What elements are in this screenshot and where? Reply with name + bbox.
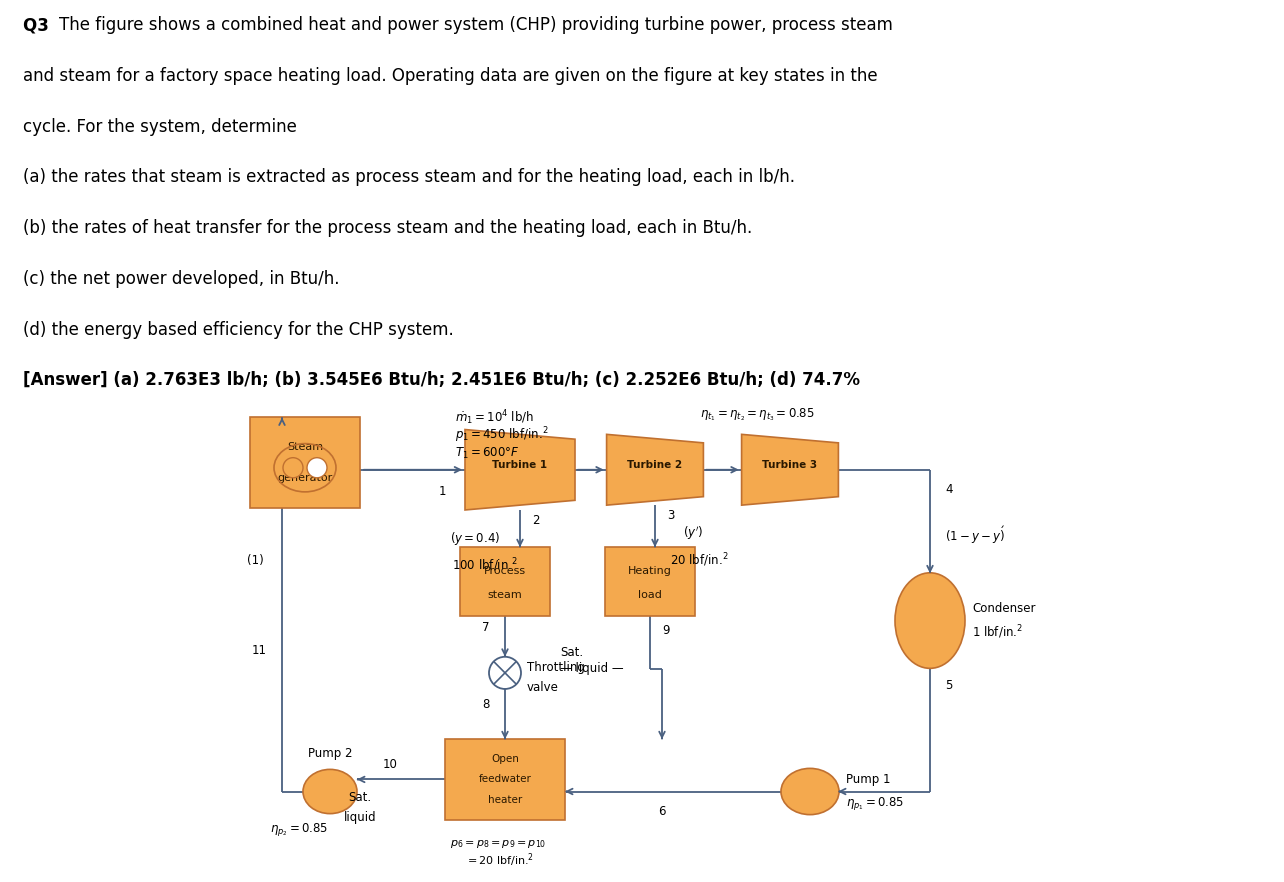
Text: 1: 1 [438,485,446,498]
Text: heater: heater [488,795,523,804]
Text: 6: 6 [659,805,665,818]
Text: $(y')$: $(y')$ [683,525,704,542]
Text: (d) the energy based efficiency for the CHP system.: (d) the energy based efficiency for the … [23,320,453,339]
Polygon shape [606,434,704,505]
Text: Steam: Steam [286,443,324,452]
Text: Sat.: Sat. [348,791,371,804]
Text: Turbine 2: Turbine 2 [628,460,683,470]
Ellipse shape [895,572,966,669]
Ellipse shape [781,768,838,815]
Bar [605,547,695,616]
Text: (a) the rates that steam is extracted as process steam and for the heating load,: (a) the rates that steam is extracted as… [23,168,795,186]
Text: Condenser: Condenser [972,602,1035,615]
Text: liquid: liquid [344,811,376,824]
Text: $p_6 = p_8 = p_9 = p_{10}$: $p_6 = p_8 = p_9 = p_{10}$ [449,838,546,849]
Text: $\eta_{t_1} = \eta_{t_2} = \eta_{t_3} = 0.85$: $\eta_{t_1} = \eta_{t_2} = \eta_{t_3} = … [700,407,815,422]
Text: Turbine 1: Turbine 1 [493,460,547,470]
Text: 8: 8 [483,698,490,711]
Text: and steam for a factory space heating load. Operating data are given on the figu: and steam for a factory space heating lo… [23,67,878,85]
Text: feedwater: feedwater [479,774,532,784]
Text: valve: valve [526,682,559,694]
Text: $\dot{m}_1 = 10^4$ lb/h: $\dot{m}_1 = 10^4$ lb/h [455,408,534,427]
Text: 20 lbf/in.$^2$: 20 lbf/in.$^2$ [670,551,728,569]
Text: Throttling: Throttling [526,662,586,675]
Text: Heating: Heating [628,566,672,576]
Text: Pump 1: Pump 1 [846,773,891,786]
Text: 10: 10 [383,758,398,771]
Text: load: load [638,590,663,600]
Text: 2: 2 [532,513,539,527]
Text: 100 lbf/in.$^2$: 100 lbf/in.$^2$ [452,557,517,574]
Circle shape [489,657,521,689]
Text: generator: generator [277,473,333,483]
Ellipse shape [303,769,357,813]
Polygon shape [742,434,838,505]
Text: 9: 9 [663,624,669,637]
Text: $p_1 = 450$ lbf/in.$^2$: $p_1 = 450$ lbf/in.$^2$ [455,426,548,445]
Text: (1): (1) [248,554,265,567]
Bar [446,739,565,819]
Text: $\eta_{p_1} = 0.85$: $\eta_{p_1} = 0.85$ [846,795,904,812]
Text: $(y=0.4)$: $(y=0.4)$ [449,529,501,547]
Text: Turbine 3: Turbine 3 [763,460,818,470]
Text: The figure shows a combined heat and power system (CHP) providing turbine power,: The figure shows a combined heat and pow… [59,16,892,34]
Bar [460,547,550,616]
Text: (b) the rates of heat transfer for the process steam and the heating load, each : (b) the rates of heat transfer for the p… [23,219,752,237]
Text: $(1-y-y\')$: $(1-y-y\')$ [945,524,1005,546]
Bar [250,417,360,508]
Text: 3: 3 [666,509,674,521]
Text: $T_1 = 600°F$: $T_1 = 600°F$ [455,446,519,461]
Text: 5: 5 [945,679,953,692]
Text: 4: 4 [945,483,953,497]
Text: 1 lbf/in.$^2$: 1 lbf/in.$^2$ [972,624,1023,641]
Text: Q3: Q3 [23,16,55,34]
Text: 7: 7 [483,621,490,634]
Text: cycle. For the system, determine: cycle. For the system, determine [23,117,297,136]
Text: $\eta_{p_2} = 0.85$: $\eta_{p_2} = 0.85$ [270,821,327,838]
Text: Process: Process [484,566,526,576]
Circle shape [282,458,303,478]
Text: [Answer] (a) 2.763E3 lb/h; (b) 3.545E6 Btu/h; 2.451E6 Btu/h; (c) 2.252E6 Btu/h; : [Answer] (a) 2.763E3 lb/h; (b) 3.545E6 B… [23,371,860,389]
Text: Sat.: Sat. [560,647,583,659]
Circle shape [307,458,327,478]
Text: Open: Open [490,754,519,765]
Text: $= 20$ lbf/in.$^2$: $= 20$ lbf/in.$^2$ [465,851,534,869]
Text: — liquid —: — liquid — [560,662,624,676]
Text: steam: steam [488,590,523,600]
Polygon shape [465,430,575,510]
Text: 11: 11 [252,644,267,657]
Text: Pump 2: Pump 2 [308,747,352,759]
Text: (c) the net power developed, in Btu/h.: (c) the net power developed, in Btu/h. [23,270,339,288]
